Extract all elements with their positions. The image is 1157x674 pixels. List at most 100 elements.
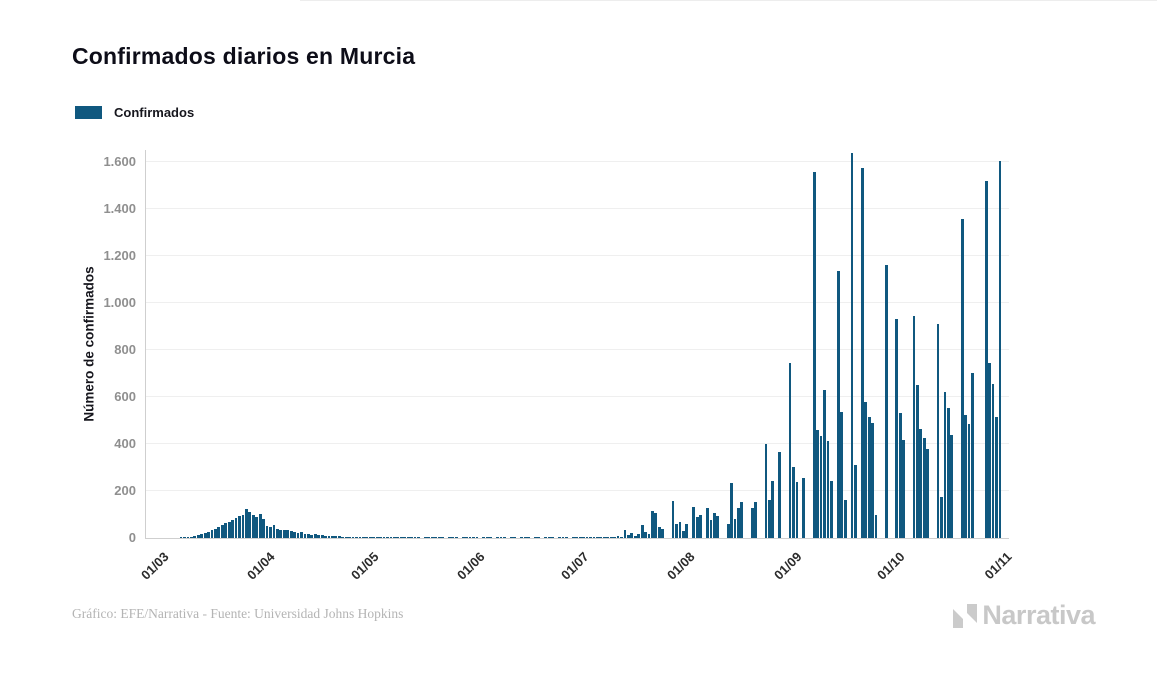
bar[interactable] (582, 537, 586, 538)
bar[interactable] (599, 537, 603, 538)
bar[interactable] (368, 537, 372, 538)
bar[interactable] (265, 525, 269, 538)
bar[interactable] (427, 537, 431, 538)
bar[interactable] (730, 482, 733, 538)
bar[interactable] (434, 537, 438, 538)
bar[interactable] (389, 537, 393, 538)
bar[interactable] (210, 530, 214, 538)
bar[interactable] (943, 391, 947, 538)
bar[interactable] (334, 536, 338, 538)
bar[interactable] (682, 530, 685, 538)
bar[interactable] (217, 527, 221, 538)
bar[interactable] (406, 537, 410, 538)
bar[interactable] (750, 508, 754, 538)
bar[interactable] (716, 515, 720, 538)
bar[interactable] (189, 537, 193, 538)
bar[interactable] (417, 537, 420, 538)
bar[interactable] (792, 467, 795, 538)
bar[interactable] (465, 537, 469, 538)
bar[interactable] (513, 537, 517, 538)
bar[interactable] (565, 537, 568, 538)
bar[interactable] (534, 537, 537, 538)
bar[interactable] (262, 519, 266, 538)
bar[interactable] (248, 512, 252, 538)
bar[interactable] (737, 507, 740, 538)
bar[interactable] (854, 465, 857, 538)
bar[interactable] (375, 537, 379, 538)
bar[interactable] (657, 527, 661, 538)
bar[interactable] (778, 451, 782, 538)
bar[interactable] (626, 535, 630, 538)
bar[interactable] (234, 518, 238, 538)
bar[interactable] (912, 315, 916, 538)
bar[interactable] (885, 264, 888, 538)
bar[interactable] (874, 514, 878, 538)
bar[interactable] (255, 517, 259, 538)
bar[interactable] (300, 532, 303, 538)
bar[interactable] (344, 536, 348, 538)
bar[interactable] (341, 536, 345, 538)
bar[interactable] (671, 500, 675, 538)
bar[interactable] (413, 537, 417, 538)
bar[interactable] (396, 537, 400, 538)
bar[interactable] (461, 537, 465, 538)
bar[interactable] (485, 537, 489, 538)
bar[interactable] (203, 533, 207, 538)
bar[interactable] (902, 439, 905, 538)
bar[interactable] (331, 535, 334, 538)
bar[interactable] (620, 536, 623, 538)
bar[interactable] (871, 423, 875, 538)
bar[interactable] (836, 270, 840, 538)
bar[interactable] (768, 499, 771, 538)
bar[interactable] (337, 536, 341, 538)
bar[interactable] (692, 506, 696, 538)
bar[interactable] (310, 534, 314, 538)
bar[interactable] (695, 516, 699, 538)
bar[interactable] (647, 533, 651, 538)
bar[interactable] (482, 537, 486, 538)
bar[interactable] (915, 384, 919, 538)
bar[interactable] (451, 537, 455, 538)
bar[interactable] (850, 153, 854, 538)
bar[interactable] (382, 537, 386, 538)
bar[interactable] (640, 525, 644, 538)
bar[interactable] (286, 529, 290, 538)
bar[interactable] (475, 537, 479, 538)
bar[interactable] (227, 521, 231, 538)
bar[interactable] (595, 537, 599, 538)
bar[interactable] (499, 537, 503, 538)
bar[interactable] (410, 537, 413, 538)
bar[interactable] (430, 537, 434, 538)
bar[interactable] (241, 514, 245, 538)
bar[interactable] (372, 537, 376, 538)
bar[interactable] (503, 537, 506, 538)
bar[interactable] (823, 389, 826, 538)
bar[interactable] (303, 533, 307, 538)
bar[interactable] (960, 218, 964, 538)
bar[interactable] (826, 441, 830, 538)
bar[interactable] (950, 435, 954, 538)
bar[interactable] (200, 534, 204, 538)
bar[interactable] (795, 481, 799, 538)
bar[interactable] (437, 537, 441, 538)
bar[interactable] (971, 373, 974, 538)
bar[interactable] (520, 537, 524, 538)
bar[interactable] (578, 537, 582, 538)
bar[interactable] (472, 537, 475, 538)
bar[interactable] (709, 519, 713, 538)
bar[interactable] (196, 535, 200, 538)
bar[interactable] (220, 525, 224, 538)
bar[interactable] (816, 429, 819, 538)
bar[interactable] (571, 537, 575, 538)
bar[interactable] (313, 534, 317, 538)
bar[interactable] (327, 536, 331, 538)
bar[interactable] (771, 480, 775, 538)
bar[interactable] (967, 423, 971, 538)
bar[interactable] (282, 530, 286, 538)
bar[interactable] (379, 537, 382, 538)
bar[interactable] (258, 514, 262, 538)
bar[interactable] (788, 362, 792, 538)
bar[interactable] (489, 537, 493, 538)
bar[interactable] (998, 160, 1002, 538)
bar[interactable] (644, 532, 647, 538)
